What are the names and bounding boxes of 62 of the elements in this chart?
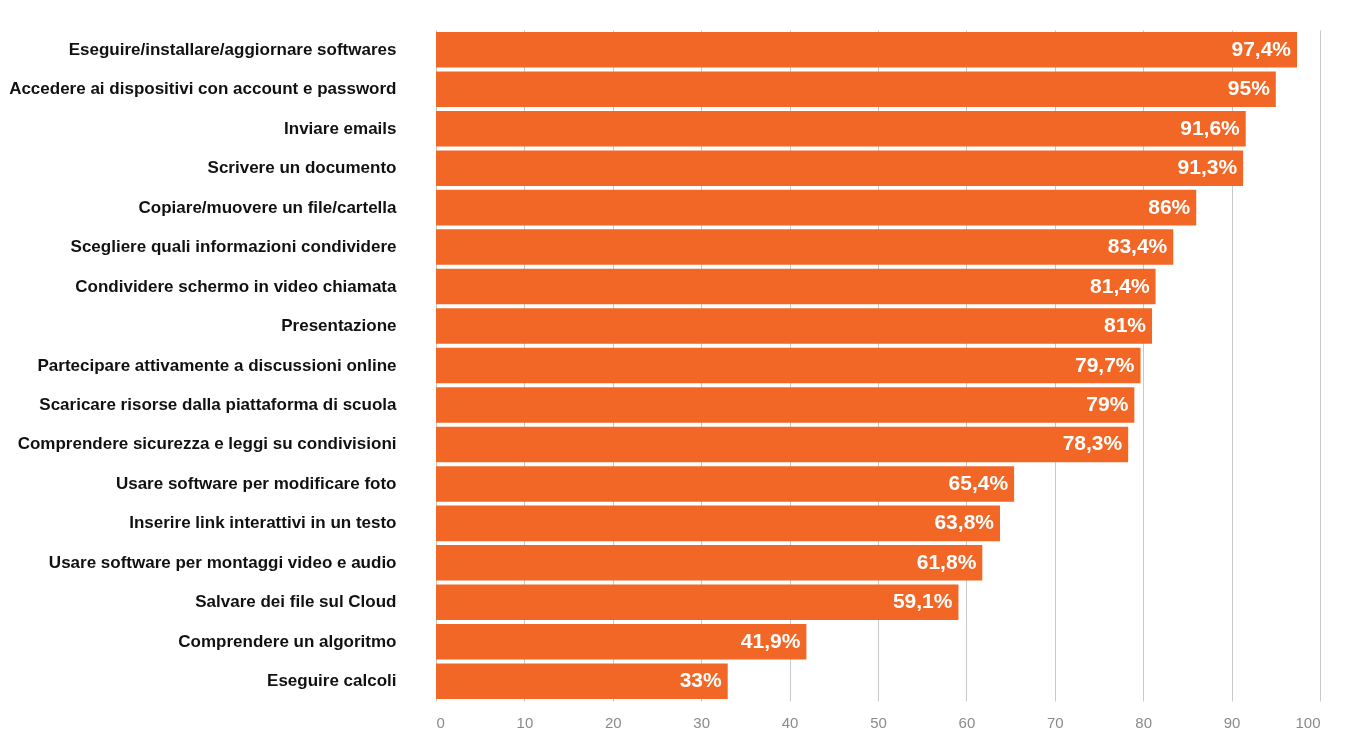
bar: [436, 110, 1246, 147]
x-tick-label: 90: [1223, 713, 1241, 731]
y-tick-label: Usare software per modificare foto: [115, 473, 397, 493]
data-label: 41,9%: [740, 628, 801, 652]
x-tick-label: 80: [1135, 713, 1153, 731]
bar: [436, 426, 1129, 463]
bar: [436, 347, 1141, 384]
bar: [436, 505, 1000, 542]
y-tick-label: Comprendere un algoritmo: [178, 631, 397, 651]
bar: [436, 545, 983, 581]
y-tick-label: Partecipare attivamente a discussioni online: [37, 355, 397, 375]
y-tick-label: Inviare emails: [284, 118, 397, 138]
data-label: 61,8%: [916, 549, 977, 573]
x-tick-label: 60: [958, 713, 976, 731]
bar: [436, 268, 1156, 305]
data-label: 59,1%: [892, 589, 953, 613]
x-tick-label: 70: [1046, 713, 1064, 731]
y-tick-label: Scaricare risorse dalla piattaforma di scuola: [39, 394, 398, 414]
y-tick-label: Copiare/muovere un file/cartella: [138, 197, 398, 217]
data-label: 63,8%: [934, 510, 995, 534]
y-tick-label: Presentazione: [281, 316, 397, 336]
y-tick-label: Scegliere quali informazioni condividere: [70, 237, 397, 257]
data-label: 81,4%: [1090, 273, 1150, 297]
x-tick-label: 40: [781, 713, 799, 731]
bar: [436, 189, 1197, 226]
bar: [436, 150, 1244, 186]
x-tick-label: 50: [870, 713, 887, 731]
bar: [436, 466, 1015, 502]
y-tick-label: Scrivere un documento: [207, 158, 397, 178]
data-label: 83,4%: [1107, 234, 1168, 258]
data-label: 95%: [1227, 76, 1271, 100]
data-label: 78,3%: [1062, 431, 1123, 455]
bar: [436, 308, 1153, 344]
data-label: 33%: [679, 668, 723, 692]
bar: [436, 663, 728, 700]
bar: [436, 584, 959, 621]
bar: [436, 387, 1135, 423]
x-tick-label: 20: [604, 713, 622, 731]
bar: [436, 31, 1298, 68]
x-tick-label: 30: [693, 713, 711, 731]
y-tick-label: Eseguire calcoli: [267, 671, 397, 691]
y-tick-label: Comprendere sicurezza e leggi su condivisioni: [17, 434, 397, 454]
x-tick-label: 10: [516, 713, 534, 731]
y-tick-label: Condividere schermo in video chiamata: [75, 276, 398, 296]
data-label: 91,6%: [1180, 115, 1241, 139]
x-tick-label: 0: [436, 713, 445, 731]
bar: [436, 624, 807, 660]
y-tick-label: Inserire link interattivi in un testo: [129, 513, 397, 533]
y-tick-label: Salvare dei file sul Cloud: [195, 592, 397, 612]
data-label: 86%: [1148, 194, 1191, 218]
y-tick-label: Eseguire/installare/aggiornare softwares: [68, 39, 397, 59]
data-label: 97,4%: [1231, 36, 1292, 60]
bar: [436, 229, 1174, 265]
data-label: 65,4%: [948, 470, 1009, 494]
data-label: 79,7%: [1075, 352, 1135, 376]
data-label: 91,3%: [1177, 155, 1238, 179]
bar: [436, 71, 1276, 107]
data-label: 79%: [1086, 391, 1129, 415]
x-tick-label: 100: [1295, 713, 1321, 731]
data-label: 81%: [1104, 313, 1147, 337]
y-tick-label: Usare software per montaggi video e audio: [48, 552, 397, 572]
y-tick-label: Accedere ai dispositivi con account e password: [9, 79, 397, 99]
